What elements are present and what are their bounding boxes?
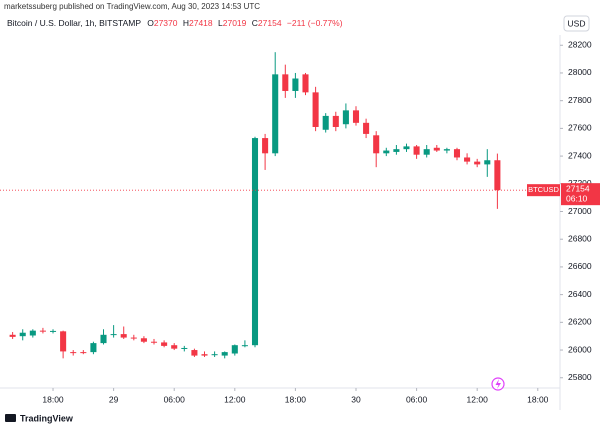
candle-body xyxy=(363,122,370,134)
candle-body xyxy=(39,330,46,332)
y-tick-label: 26000 xyxy=(568,344,592,354)
candle-body xyxy=(120,334,127,338)
candle-body xyxy=(322,115,329,130)
x-tick-label: 30 xyxy=(351,394,361,404)
candle-body xyxy=(383,150,390,154)
candle-body xyxy=(423,149,430,155)
candle-body xyxy=(403,146,410,150)
candle-body xyxy=(474,161,481,165)
candle-body xyxy=(221,352,228,356)
symbol-legend: Bitcoin / U.S. Dollar, 1h, BITSTAMP O273… xyxy=(7,18,343,28)
candle-body xyxy=(80,352,87,354)
symbol: Bitcoin / U.S. Dollar, 1h, BITSTAMP xyxy=(7,18,141,28)
y-tick-label: 26400 xyxy=(568,289,592,299)
candle-body xyxy=(130,337,137,339)
plot-area: 25800 26000 26200 26400 26600 26800 27000 27200… xyxy=(0,40,600,404)
candle-body xyxy=(413,146,420,155)
candle-body xyxy=(484,160,491,165)
candle-body xyxy=(352,110,360,123)
candle-body xyxy=(332,115,339,127)
candle-body xyxy=(181,347,188,349)
ticker-box xyxy=(527,184,560,197)
candle-body xyxy=(100,334,107,344)
ohlc-letter: O xyxy=(147,18,154,28)
candle-body xyxy=(231,345,238,354)
candle-body xyxy=(140,338,147,342)
candle-body xyxy=(443,149,450,151)
price-box xyxy=(561,183,600,206)
candle-body xyxy=(262,138,269,154)
candle-body xyxy=(211,354,218,356)
ohlc-letter: C xyxy=(252,18,258,28)
x-tick-label: 29 xyxy=(109,394,119,404)
x-tick-label: 06:00 xyxy=(406,394,428,404)
candle-body xyxy=(90,343,97,353)
x-tick-label: 18:00 xyxy=(42,394,64,404)
candle-body xyxy=(453,149,461,158)
y-tick-label: 27600 xyxy=(568,123,592,133)
candle-body xyxy=(201,354,208,356)
candle-body xyxy=(292,78,299,91)
y-tick-label: 25800 xyxy=(568,372,592,382)
candle-body xyxy=(60,331,67,352)
candle-body xyxy=(49,330,57,332)
candle-body xyxy=(110,334,117,336)
ohlc-letter: L xyxy=(218,18,223,28)
candle-body xyxy=(150,341,158,343)
candle-body xyxy=(9,334,16,337)
candle-body xyxy=(171,345,178,349)
candle-body xyxy=(302,74,309,93)
last-price-label: 27154 xyxy=(566,183,590,193)
currency-box[interactable] xyxy=(563,15,590,32)
y-tick-label: 26800 xyxy=(568,233,592,243)
y-tick-label: 26200 xyxy=(568,317,592,327)
countdown: 06:10 xyxy=(566,193,588,203)
candle-body xyxy=(464,157,471,162)
ticker-label: BTCUSD xyxy=(528,185,559,194)
x-tick-label: 18:00 xyxy=(285,394,307,404)
candle-body xyxy=(342,110,349,125)
x-tick-label: 12:00 xyxy=(224,394,246,404)
candle-body xyxy=(373,135,380,154)
candle-body xyxy=(282,74,289,91)
candle-body xyxy=(161,342,168,346)
ohlc-value: 27370 xyxy=(154,18,178,28)
ohlc-value: 27019 xyxy=(223,18,247,28)
ohlc-letter: H xyxy=(183,18,189,28)
ohlc-value: 27418 xyxy=(189,18,213,28)
candle-body xyxy=(393,149,400,152)
x-tick-label: 12:00 xyxy=(467,394,489,404)
published-line: marketssuberg published on TradingView.c… xyxy=(4,2,260,11)
candle-body xyxy=(433,147,440,151)
ohlc-value: 27154 xyxy=(258,18,282,28)
candle-body xyxy=(29,330,36,336)
candle-body xyxy=(251,138,259,346)
logo-text: TradingView xyxy=(20,413,74,423)
currency: USD xyxy=(568,18,586,28)
candle-body xyxy=(191,350,198,356)
x-tick-label: 06:00 xyxy=(164,394,186,404)
candle-body xyxy=(494,160,501,191)
alert-icon[interactable] xyxy=(491,377,505,391)
candle-body xyxy=(272,74,279,154)
y-tick-label: 27800 xyxy=(568,95,592,105)
y-tick-label: 28000 xyxy=(568,67,592,77)
y-tick-label: 27200 xyxy=(568,178,592,188)
change: −211 (−0.77%) xyxy=(287,18,343,28)
candle-body xyxy=(70,352,77,354)
y-tick-label: 28200 xyxy=(568,40,592,50)
candle-body xyxy=(241,345,248,347)
y-tick-label: 27000 xyxy=(568,206,592,216)
x-tick-label: 18:00 xyxy=(527,394,549,404)
candle-body xyxy=(19,332,26,337)
logo: TradingView xyxy=(5,413,74,423)
y-tick-label: 27400 xyxy=(568,150,592,160)
candle-body xyxy=(312,92,319,127)
y-tick-label: 26600 xyxy=(568,261,592,271)
